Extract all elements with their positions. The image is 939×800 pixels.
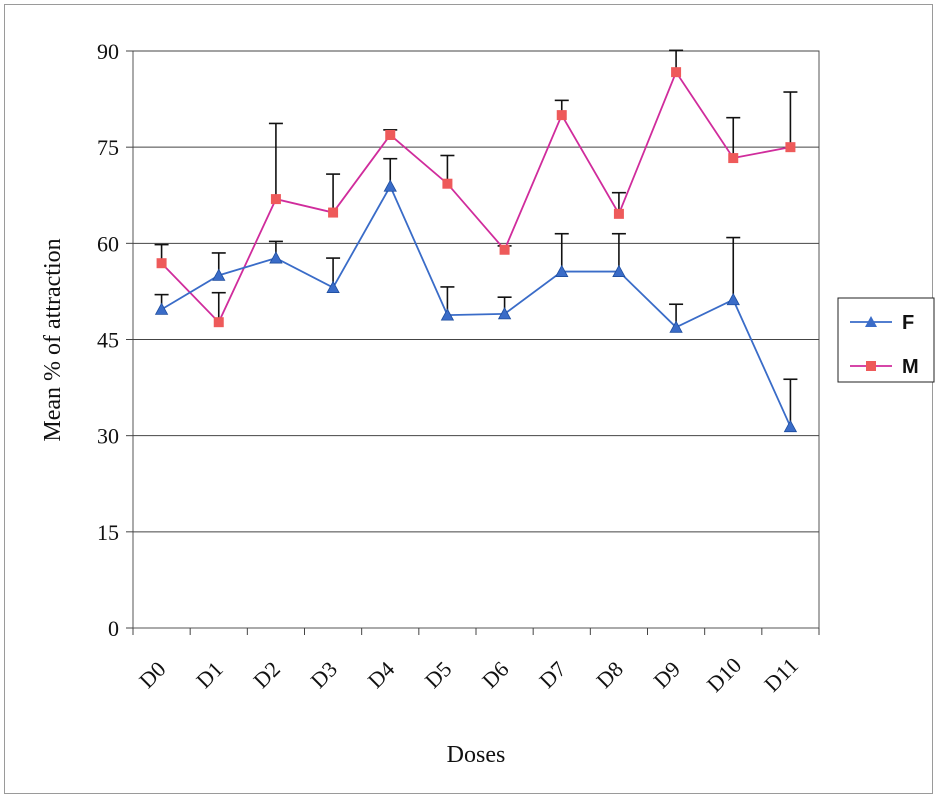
data-point-F [440, 308, 455, 321]
x-tick-label: D3 [305, 656, 342, 693]
data-point-M [328, 207, 339, 218]
data-point-M [671, 67, 682, 78]
data-point-F [555, 264, 569, 277]
x-tick-label: D5 [420, 656, 457, 693]
error-bars-F [154, 157, 798, 427]
legend-box [837, 297, 935, 383]
y-tick-label: 15 [97, 520, 119, 545]
y-tick-label: 60 [97, 231, 119, 256]
legend-item-F: F [850, 312, 914, 334]
markers-M [156, 67, 796, 328]
x-tick-label: D9 [648, 656, 685, 693]
data-point-M [613, 208, 624, 219]
legend-marker [865, 316, 877, 327]
y-axis-ticks: 0 15 30 45 60 75 90 [97, 39, 133, 641]
y-axis-title: Mean % of attraction [40, 238, 66, 441]
y-tick-label: 30 [97, 424, 119, 449]
x-tick-label: D6 [477, 656, 514, 693]
data-point-F [612, 264, 626, 277]
x-tick-label: D8 [591, 656, 628, 693]
data-point-M [213, 317, 224, 328]
data-point-M [556, 110, 567, 121]
data-point-F [497, 307, 512, 320]
data-point-M [728, 153, 739, 164]
y-tick-label: 45 [97, 328, 119, 353]
data-point-F [383, 179, 397, 192]
x-axis-title: Doses [447, 742, 506, 768]
x-tick-label: D4 [363, 656, 400, 693]
series-F [154, 157, 798, 433]
x-axis-ticks: D0 D1 D2 D3 D4 D5 D6 D7 D8 D9 D10 D11 [132, 628, 820, 697]
data-point-F [783, 419, 798, 433]
legend-marker [866, 361, 876, 371]
data-point-F [154, 302, 169, 315]
x-tick-label: D2 [248, 656, 285, 693]
x-tick-label: D11 [759, 653, 803, 697]
legend-item-M: M [850, 356, 919, 378]
data-point-F [326, 280, 340, 293]
legend: FM [837, 297, 935, 383]
x-tick-label: D0 [134, 656, 171, 693]
legend-label: M [902, 356, 919, 378]
legend-label: F [902, 312, 914, 334]
series-M [154, 49, 798, 328]
series-layer [154, 49, 798, 433]
data-point-M [385, 129, 396, 140]
data-point-F [212, 268, 226, 281]
y-tick-label: 90 [97, 39, 119, 64]
series-line-F [161, 184, 792, 428]
markers-F [154, 179, 798, 433]
x-tick-label: D1 [191, 656, 228, 693]
data-point-M [270, 194, 281, 205]
data-point-F [726, 292, 740, 306]
x-tick-label: D10 [702, 652, 746, 696]
y-tick-label: 0 [108, 616, 119, 641]
series-line-M [160, 70, 791, 324]
grid-lines [133, 50, 819, 533]
y-tick-label: 75 [97, 135, 119, 160]
x-tick-label: D7 [534, 656, 571, 693]
data-point-M [785, 142, 796, 153]
data-point-M [442, 178, 453, 189]
data-point-F [269, 251, 283, 264]
data-point-F [669, 320, 683, 333]
data-point-M [156, 258, 167, 269]
data-point-M [499, 244, 510, 255]
